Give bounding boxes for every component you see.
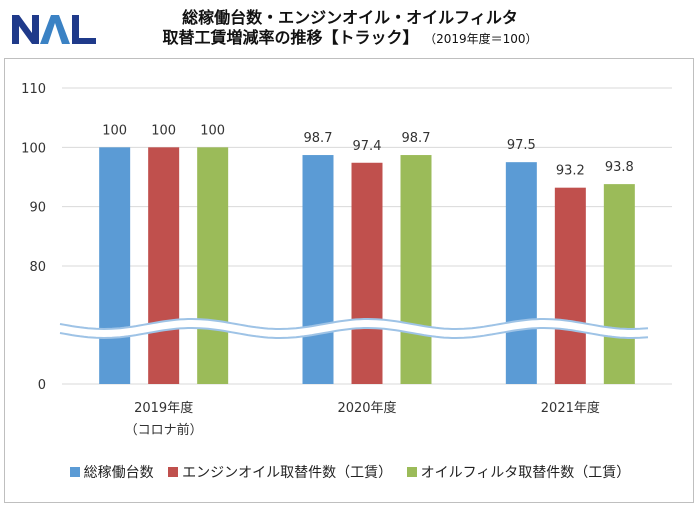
nal-logo-mark <box>12 15 96 44</box>
bar-total-units-0 <box>99 147 131 384</box>
bar-total-units-1 <box>302 155 334 384</box>
x-tick-label-1: 2020年度 <box>337 400 396 416</box>
data-label-engine-oil-2: 93.2 <box>556 164 585 179</box>
y-tick-label-4: 0 <box>38 378 46 393</box>
legend-item-total-units: 総稼働台数 <box>69 462 154 482</box>
legend-swatch-total-units <box>69 467 80 477</box>
chart-frame <box>4 58 694 503</box>
data-label-oil-filter-0: 100 <box>200 123 225 138</box>
data-label-engine-oil-0: 100 <box>151 123 176 138</box>
axis-break-edge-top <box>59 318 649 331</box>
bar-engine-oil-1 <box>351 162 383 384</box>
chart-legend: 総稼働台数 エンジンオイル取替件数（工賃） オイルフィルタ取替件数（工賃） <box>0 462 700 482</box>
legend-item-engine-oil: エンジンオイル取替件数（工賃） <box>168 462 392 482</box>
nal-logo <box>12 15 96 44</box>
y-tick-label-0: 110 <box>21 82 46 97</box>
data-label-total-units-1: 98.7 <box>304 131 333 146</box>
legend-item-oil-filter: オイルフィルタ取替件数（工賃） <box>406 462 631 482</box>
axis-break-edge-bottom <box>59 327 649 340</box>
chart-title-note: （2019年度＝100） <box>424 32 538 46</box>
y-tick-label-1: 100 <box>21 141 46 156</box>
data-label-engine-oil-1: 97.4 <box>353 139 382 154</box>
bar-oil-filter-1 <box>400 155 432 384</box>
data-label-oil-filter-2: 93.8 <box>605 160 634 175</box>
bar-engine-oil-0 <box>148 147 180 384</box>
bar-total-units-2 <box>505 162 537 384</box>
legend-label-total-units: 総稼働台数 <box>83 465 154 481</box>
x-tick-sublabel-0: （コロナ前） <box>125 422 203 438</box>
data-label-total-units-2: 97.5 <box>507 138 536 153</box>
bar-oil-filter-2 <box>603 184 635 384</box>
chart-title-line1: 総稼働台数・エンジンオイル・オイルフィルタ <box>182 8 518 27</box>
x-tick-label-2: 2021年度 <box>541 400 600 416</box>
x-tick-label-0: 2019年度 <box>134 400 193 416</box>
legend-swatch-engine-oil <box>168 467 179 477</box>
legend-label-engine-oil: エンジンオイル取替件数（工賃） <box>182 465 393 481</box>
bar-engine-oil-2 <box>554 187 586 384</box>
legend-label-oil-filter: オイルフィルタ取替件数（工賃） <box>420 465 631 481</box>
legend-swatch-oil-filter <box>406 467 417 477</box>
chart-title-line2: 取替工賃増減率の推移【トラック】 <box>162 28 419 47</box>
data-label-total-units-0: 100 <box>102 123 127 138</box>
bar-oil-filter-0 <box>197 147 229 384</box>
data-label-oil-filter-1: 98.7 <box>402 131 431 146</box>
bar-chart: 110 100 90 80 0 100 100 100 2019年度 （コロナ前） 98.7 97.4… <box>21 82 672 438</box>
chart-title: 総稼働台数・エンジンオイル・オイルフィルタ 取替工賃増減率の推移【トラック】 （… <box>0 8 700 49</box>
y-tick-label-3: 80 <box>29 260 46 275</box>
y-tick-label-2: 90 <box>29 201 46 216</box>
